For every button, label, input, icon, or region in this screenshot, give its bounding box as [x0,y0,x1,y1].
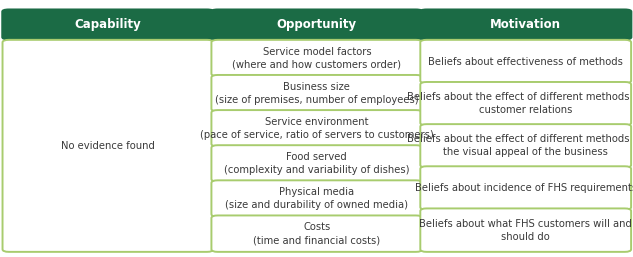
Text: No evidence found: No evidence found [61,141,155,151]
Text: Beliefs about incidence of FHS requirements: Beliefs about incidence of FHS requireme… [415,183,633,193]
Text: Beliefs about the effect of different methods on
customer relations: Beliefs about the effect of different me… [407,92,633,115]
FancyBboxPatch shape [420,124,631,168]
FancyBboxPatch shape [420,208,631,252]
Text: Physical media
(size and durability of owned media): Physical media (size and durability of o… [225,187,408,210]
Text: Service environment
(pace of service, ratio of servers to customers): Service environment (pace of service, ra… [200,117,434,140]
FancyBboxPatch shape [420,40,631,83]
FancyBboxPatch shape [211,40,422,76]
Text: Motivation: Motivation [490,18,561,31]
Text: Beliefs about effectiveness of methods: Beliefs about effectiveness of methods [429,57,623,67]
FancyBboxPatch shape [211,110,422,146]
Text: Capability: Capability [75,18,141,31]
Text: Opportunity: Opportunity [277,18,357,31]
FancyBboxPatch shape [1,8,215,40]
FancyBboxPatch shape [211,145,422,182]
Text: Business size
(size of premises, number of employees): Business size (size of premises, number … [215,82,418,105]
FancyBboxPatch shape [211,75,422,111]
FancyBboxPatch shape [211,180,422,217]
Text: Costs
(time and financial costs): Costs (time and financial costs) [253,222,380,245]
FancyBboxPatch shape [211,215,422,252]
FancyBboxPatch shape [420,166,631,210]
FancyBboxPatch shape [3,40,213,252]
Text: Beliefs about the effect of different methods on
the visual appeal of the busine: Beliefs about the effect of different me… [407,134,633,157]
Text: Service model factors
(where and how customers order): Service model factors (where and how cus… [232,47,401,69]
FancyBboxPatch shape [420,82,631,125]
FancyBboxPatch shape [419,8,632,40]
Text: Beliefs about what FHS customers will and
should do: Beliefs about what FHS customers will an… [419,219,632,242]
FancyBboxPatch shape [210,8,423,40]
Text: Food served
(complexity and variability of dishes): Food served (complexity and variability … [224,152,410,175]
